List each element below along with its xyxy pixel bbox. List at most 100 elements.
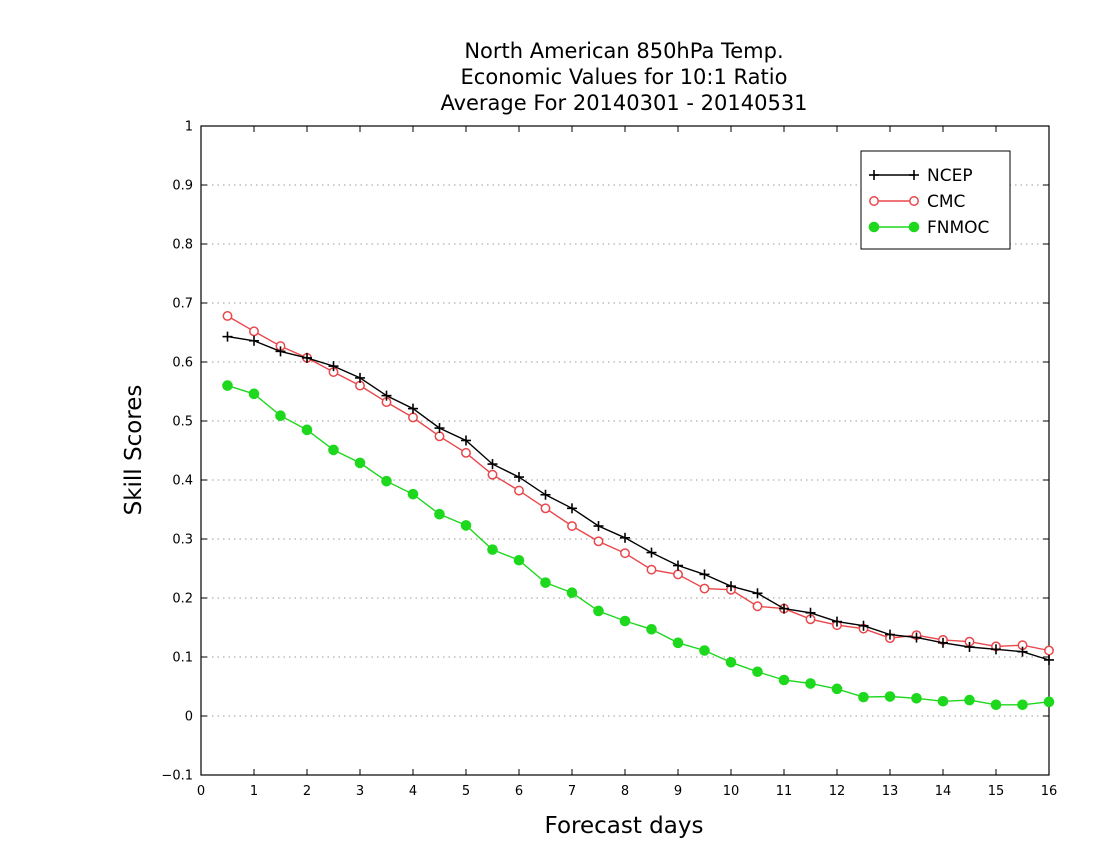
point-ncep [1017, 646, 1028, 657]
point-ncep [620, 532, 630, 543]
point-ncep [408, 403, 418, 414]
x-tick-label: 15 [988, 784, 1005, 799]
point-ncep [858, 620, 869, 631]
point-fnmoc [805, 678, 816, 689]
chart-title-line-1: North American 850hPa Temp. [464, 39, 783, 63]
point-fnmoc [434, 508, 445, 520]
chart-title: North American 850hPa Temp. Economic Val… [440, 39, 807, 115]
y-tick-label: 0 [185, 710, 193, 725]
point-fnmoc [1043, 696, 1055, 708]
y-axis-label: Skill Scores [121, 385, 147, 516]
point-fnmoc [301, 424, 313, 436]
chart-title-line-3: Average For 20140301 - 20140531 [440, 91, 807, 115]
x-axis-ticks: 0 1 2 3 4 5 6 7 8 9 10 11 12 13 14 15 16 [197, 126, 1057, 799]
y-tick-label: 0.6 [172, 356, 193, 371]
point-fnmoc [354, 457, 366, 469]
legend-box [860, 150, 1011, 250]
point-fnmoc [222, 380, 233, 391]
point-cmc [249, 326, 259, 337]
series-cmc [222, 311, 1054, 656]
point-ncep [726, 581, 736, 592]
point-fnmoc [248, 388, 260, 400]
legend: NCEP CMC FNMOC [860, 150, 1011, 250]
y-tick-label: 0.4 [172, 474, 193, 489]
series-line-ncep [227, 335, 1050, 661]
point-cmc [222, 311, 233, 321]
point-ncep [805, 607, 816, 618]
point-fnmoc [884, 691, 896, 702]
point-fnmoc [778, 674, 790, 686]
point-fnmoc [937, 695, 949, 707]
chart-title-line-2: Economic Values for 10:1 Ratio [461, 65, 788, 89]
y-tick-label: 0.2 [172, 592, 193, 607]
series-fnmoc [222, 380, 1055, 711]
x-tick-label: 3 [356, 784, 364, 799]
x-tick-label: 6 [515, 784, 523, 799]
y-axis-ticks: −0.1 0 0.1 0.2 0.3 0.4 0.5 0.6 0.7 0.8 0.9 1 [161, 120, 1049, 784]
point-ncep [911, 632, 922, 643]
series-layer [222, 311, 1055, 711]
point-ncep [514, 472, 524, 483]
point-ncep [355, 372, 365, 383]
legend-label-fnmoc: FNMOC [927, 218, 989, 238]
point-ncep [991, 644, 1001, 655]
x-axis-label: Forecast days [545, 813, 704, 839]
point-fnmoc [990, 699, 1002, 711]
point-ncep [673, 560, 683, 571]
point-fnmoc [487, 544, 498, 555]
point-fnmoc [513, 554, 525, 566]
point-ncep [885, 629, 895, 640]
point-ncep [487, 459, 498, 470]
y-tick-label: 0.1 [172, 651, 193, 666]
point-cmc [567, 521, 577, 531]
point-fnmoc [566, 587, 578, 598]
x-tick-label: 0 [197, 784, 205, 799]
x-tick-label: 5 [462, 784, 470, 799]
point-ncep [567, 503, 577, 514]
series-line-cmc [227, 315, 1050, 652]
point-ncep [593, 521, 604, 532]
y-tick-label: 0.8 [172, 238, 193, 253]
point-fnmoc [831, 683, 843, 695]
point-ncep [461, 435, 471, 446]
point-fnmoc [911, 693, 922, 704]
x-tick-label: 11 [776, 784, 793, 799]
legend-marker [909, 170, 919, 180]
point-fnmoc [858, 691, 869, 703]
point-fnmoc [275, 410, 286, 421]
point-ncep [646, 547, 657, 558]
point-fnmoc [407, 488, 419, 500]
point-fnmoc [460, 520, 472, 531]
x-tick-label: 16 [1041, 784, 1058, 799]
point-fnmoc [725, 657, 737, 668]
point-ncep [222, 331, 233, 342]
point-cmc [514, 485, 524, 496]
legend-label-cmc: CMC [927, 192, 965, 212]
x-tick-label: 8 [621, 784, 629, 799]
legend-marker [868, 221, 880, 233]
point-cmc [461, 447, 471, 458]
point-fnmoc [699, 645, 710, 656]
x-tick-label: 12 [829, 784, 846, 799]
legend-entry-ncep: NCEP [869, 166, 973, 186]
point-cmc [620, 548, 630, 559]
point-ncep [302, 352, 312, 363]
point-ncep [779, 603, 789, 614]
point-fnmoc [752, 666, 763, 678]
point-cmc [540, 503, 551, 514]
point-cmc [699, 583, 710, 594]
legend-marker [869, 170, 879, 180]
point-cmc [434, 431, 445, 442]
legend-marker [908, 221, 920, 233]
point-cmc [487, 469, 498, 480]
point-fnmoc [328, 444, 339, 456]
x-tick-label: 14 [935, 784, 952, 799]
point-cmc [752, 601, 763, 612]
series-ncep [222, 331, 1054, 665]
point-fnmoc [593, 605, 604, 617]
x-tick-label: 10 [723, 784, 740, 799]
y-tick-label: 0.9 [172, 179, 193, 194]
point-fnmoc [540, 577, 551, 588]
legend-marker [909, 196, 919, 206]
